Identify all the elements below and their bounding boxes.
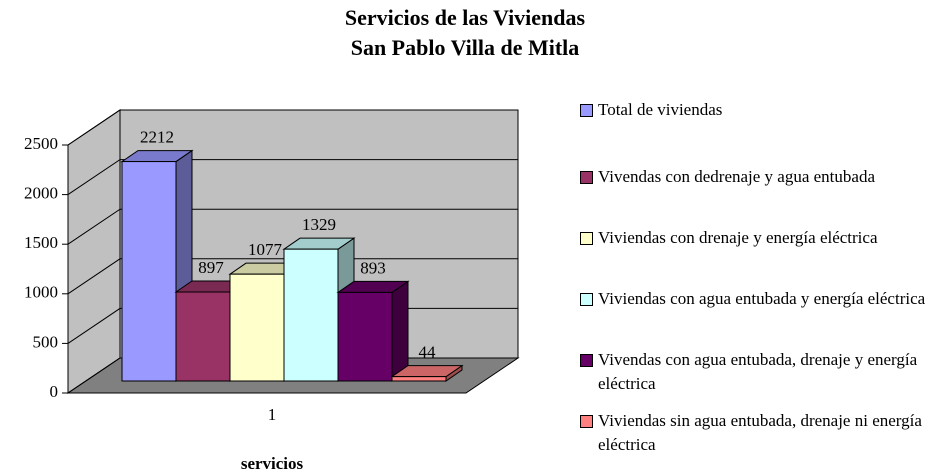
legend-label: Vivendas con agua entubada, drenaje y en… <box>598 350 918 393</box>
legend-item: Vivendas con agua entubada, drenaje y en… <box>580 348 930 396</box>
legend-label: Viviendas con drenaje y energía eléctric… <box>598 228 878 247</box>
legend-item: Vivendas con dedrenaje y agua entubada <box>580 165 930 189</box>
y-tick-label: 2000 <box>24 184 58 203</box>
legend-label: Viviendas con agua entubada y energía el… <box>598 289 926 308</box>
legend-swatch <box>580 171 593 184</box>
y-tick-label: 500 <box>33 332 59 351</box>
legend-swatch <box>580 232 593 245</box>
bar <box>229 273 285 382</box>
legend-label: Total de viviendas <box>598 100 723 119</box>
data-label: 893 <box>360 258 386 277</box>
x-tick-label: 1 <box>268 405 277 424</box>
legend-item: Viviendas sin agua entubada, drenaje ni … <box>580 409 930 457</box>
data-label: 2212 <box>140 127 174 146</box>
grid-line <box>67 159 518 196</box>
bar <box>337 291 393 382</box>
bar <box>175 291 231 382</box>
legend-swatch <box>580 415 593 428</box>
y-tick-label: 1500 <box>24 233 58 252</box>
data-label: 1077 <box>248 240 283 259</box>
legend-item: Total de viviendas <box>580 98 930 122</box>
legend-item: Viviendas con drenaje y energía eléctric… <box>580 226 930 250</box>
bar <box>283 248 339 382</box>
grid-line <box>67 109 518 146</box>
y-tick-label: 0 <box>50 382 59 401</box>
legend-item: Viviendas con agua entubada y energía el… <box>580 287 930 311</box>
data-label: 1329 <box>302 215 336 234</box>
legend-swatch <box>580 293 593 306</box>
legend-swatch <box>580 354 593 367</box>
grid-line <box>67 208 518 245</box>
left-wall <box>67 109 121 394</box>
y-tick-label: 1000 <box>24 283 58 302</box>
legend-label: Viviendas sin agua entubada, drenaje ni … <box>598 411 922 454</box>
chart-title: Servicios de las Viviendas <box>345 5 586 30</box>
data-label: 44 <box>419 343 437 362</box>
data-label: 897 <box>198 258 224 277</box>
y-tick-label: 2500 <box>24 134 58 153</box>
bar <box>121 161 177 382</box>
legend-label: Vivendas con dedrenaje y agua entubada <box>598 167 875 186</box>
legend-swatch <box>580 104 593 117</box>
grid-line <box>67 258 518 295</box>
chart-subtitle: San Pablo Villa de Mitla <box>351 35 580 60</box>
x-axis-label: servicios <box>241 454 304 473</box>
bar-side <box>391 280 409 382</box>
bar <box>391 376 447 382</box>
